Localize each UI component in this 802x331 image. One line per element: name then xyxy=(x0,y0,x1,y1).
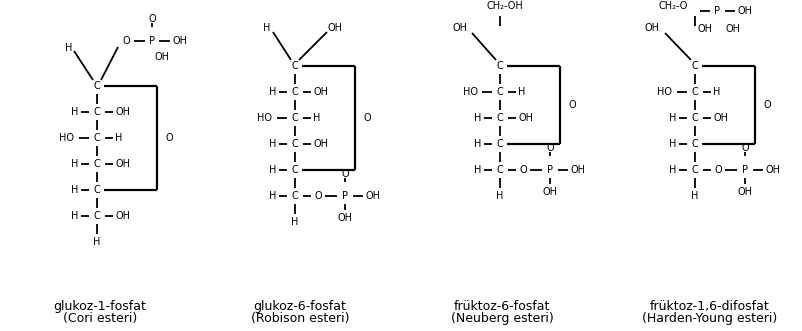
Text: P: P xyxy=(713,6,719,16)
Text: P: P xyxy=(546,165,553,175)
Text: OH: OH xyxy=(724,24,739,34)
Text: H: H xyxy=(269,191,277,201)
Text: H: H xyxy=(115,133,123,143)
Text: glukoz-1-fosfat: glukoz-1-fosfat xyxy=(54,300,146,313)
Text: C: C xyxy=(691,113,698,123)
Text: H: H xyxy=(474,139,481,149)
Text: OH: OH xyxy=(313,139,328,149)
Text: H: H xyxy=(474,113,481,123)
Text: O: O xyxy=(713,165,721,175)
Text: glukoz-6-fosfat: glukoz-6-fosfat xyxy=(253,300,346,313)
Text: OH: OH xyxy=(115,107,131,117)
Text: H: H xyxy=(269,139,277,149)
Text: OH: OH xyxy=(697,24,711,34)
Text: C: C xyxy=(94,107,100,117)
Text: HO: HO xyxy=(59,133,75,143)
Text: CH₂-O: CH₂-O xyxy=(658,1,687,11)
Text: O: O xyxy=(762,100,770,110)
Text: C: C xyxy=(291,191,298,201)
Text: OH: OH xyxy=(313,87,328,97)
Text: H: H xyxy=(313,113,320,123)
Text: C: C xyxy=(691,61,698,71)
Text: C: C xyxy=(691,165,698,175)
Text: O: O xyxy=(740,143,748,153)
Text: H: H xyxy=(71,159,79,169)
Text: H: H xyxy=(517,87,525,97)
Text: C: C xyxy=(291,113,298,123)
Text: H: H xyxy=(474,165,481,175)
Text: H: H xyxy=(712,87,719,97)
Text: H: H xyxy=(65,43,73,53)
Text: OH: OH xyxy=(365,191,380,201)
Text: H: H xyxy=(291,217,298,227)
Text: C: C xyxy=(691,139,698,149)
Text: OH: OH xyxy=(764,165,780,175)
Text: C: C xyxy=(691,87,698,97)
Text: HO: HO xyxy=(462,87,477,97)
Text: P: P xyxy=(149,36,155,46)
Text: OH: OH xyxy=(172,36,187,46)
Text: C: C xyxy=(94,211,100,221)
Text: C: C xyxy=(496,61,503,71)
Text: H: H xyxy=(496,191,503,201)
Text: C: C xyxy=(291,165,298,175)
Text: O: O xyxy=(545,143,553,153)
Text: C: C xyxy=(496,165,503,175)
Text: H: H xyxy=(71,107,79,117)
Text: OH: OH xyxy=(452,23,467,33)
Text: P: P xyxy=(741,165,747,175)
Text: C: C xyxy=(94,185,100,195)
Text: HO: HO xyxy=(657,87,671,97)
Text: früktoz-1,6-difosfat: früktoz-1,6-difosfat xyxy=(650,300,769,313)
Text: H: H xyxy=(691,191,698,201)
Text: OH: OH xyxy=(542,187,557,197)
Text: H: H xyxy=(93,237,100,247)
Text: OH: OH xyxy=(569,165,585,175)
Text: OH: OH xyxy=(644,23,658,33)
Text: (Neuberg esteri): (Neuberg esteri) xyxy=(450,312,553,325)
Text: HO: HO xyxy=(257,113,272,123)
Text: O: O xyxy=(341,169,348,179)
Text: C: C xyxy=(291,87,298,97)
Text: C: C xyxy=(496,87,503,97)
Text: H: H xyxy=(669,139,676,149)
Text: OH: OH xyxy=(736,6,751,16)
Text: O: O xyxy=(314,191,322,201)
Text: H: H xyxy=(71,211,79,221)
Text: (Robison esteri): (Robison esteri) xyxy=(250,312,349,325)
Text: C: C xyxy=(496,139,503,149)
Text: OH: OH xyxy=(115,159,131,169)
Text: H: H xyxy=(71,185,79,195)
Text: C: C xyxy=(94,159,100,169)
Text: O: O xyxy=(519,165,526,175)
Text: OH: OH xyxy=(115,211,131,221)
Text: H: H xyxy=(269,165,277,175)
Text: OH: OH xyxy=(736,187,751,197)
Text: O: O xyxy=(568,100,575,110)
Text: OH: OH xyxy=(713,113,727,123)
Text: O: O xyxy=(165,133,172,143)
Text: P: P xyxy=(342,191,347,201)
Text: OH: OH xyxy=(518,113,533,123)
Text: C: C xyxy=(291,61,298,71)
Text: C: C xyxy=(94,133,100,143)
Text: früktoz-6-fosfat: früktoz-6-fosfat xyxy=(453,300,549,313)
Text: C: C xyxy=(94,81,100,91)
Text: OH: OH xyxy=(327,23,342,33)
Text: H: H xyxy=(263,23,270,33)
Text: OH: OH xyxy=(154,52,169,62)
Text: H: H xyxy=(669,165,676,175)
Text: (Cori esteri): (Cori esteri) xyxy=(63,312,137,325)
Text: C: C xyxy=(291,139,298,149)
Text: O: O xyxy=(148,14,156,24)
Text: H: H xyxy=(269,87,277,97)
Text: H: H xyxy=(669,113,676,123)
Text: OH: OH xyxy=(337,213,352,223)
Text: C: C xyxy=(496,113,503,123)
Text: CH₂-OH: CH₂-OH xyxy=(486,1,523,11)
Text: O: O xyxy=(122,36,130,46)
Text: (Harden-Young esteri): (Harden-Young esteri) xyxy=(642,312,776,325)
Text: O: O xyxy=(363,113,371,123)
